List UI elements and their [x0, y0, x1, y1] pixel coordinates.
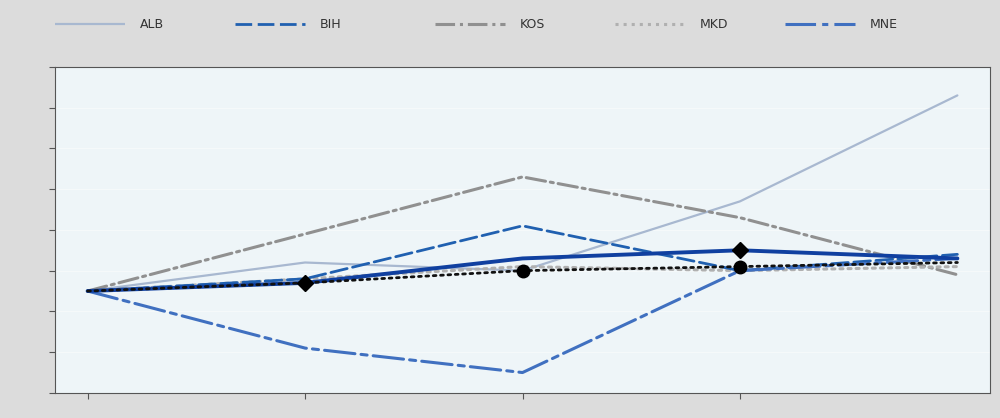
Text: KOS: KOS	[520, 18, 545, 31]
Text: ALB: ALB	[140, 18, 164, 31]
Text: MKD: MKD	[700, 18, 729, 31]
Text: BIH: BIH	[320, 18, 342, 31]
Text: MNE: MNE	[870, 18, 898, 31]
